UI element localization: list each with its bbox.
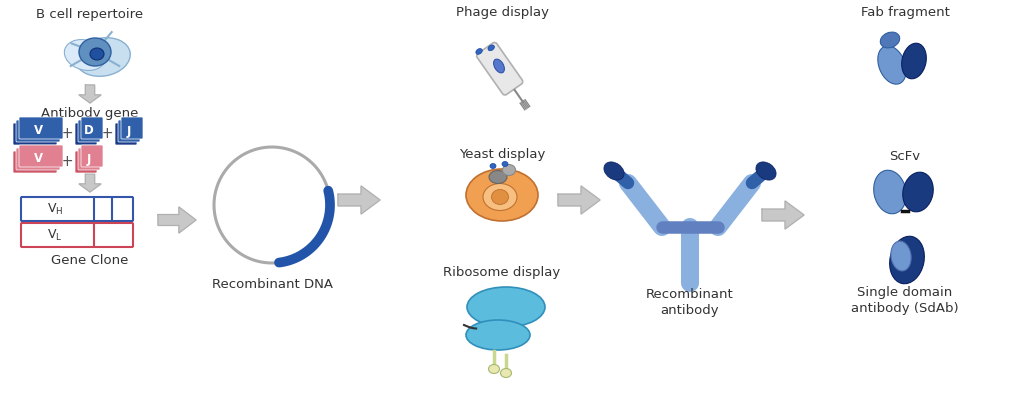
Ellipse shape [490,164,496,168]
Text: V: V [34,124,43,138]
Text: Fab fragment: Fab fragment [860,6,949,19]
Text: $\mathregular{V_L}$: $\mathregular{V_L}$ [47,228,62,243]
Polygon shape [158,207,196,233]
Text: V: V [34,153,43,166]
Text: +: + [60,154,74,170]
Ellipse shape [466,320,530,350]
Polygon shape [79,85,101,103]
Ellipse shape [488,364,500,373]
Text: Ribosome display: Ribosome display [443,266,560,279]
Ellipse shape [494,59,505,73]
FancyBboxPatch shape [81,145,103,167]
FancyBboxPatch shape [118,120,140,142]
Text: +: + [60,126,74,141]
Polygon shape [79,174,101,192]
Ellipse shape [492,190,509,205]
Text: J: J [87,153,91,166]
Ellipse shape [890,236,925,284]
Text: $\mathregular{V_H}$: $\mathregular{V_H}$ [47,201,63,217]
FancyBboxPatch shape [75,151,97,173]
Ellipse shape [903,172,933,212]
FancyBboxPatch shape [13,151,57,173]
FancyBboxPatch shape [81,117,103,139]
Text: B cell repertoire: B cell repertoire [37,8,143,21]
Ellipse shape [476,49,482,54]
Ellipse shape [488,45,495,51]
Polygon shape [558,186,600,214]
Ellipse shape [503,164,515,175]
FancyBboxPatch shape [22,197,133,221]
FancyBboxPatch shape [121,117,143,139]
Ellipse shape [90,48,104,60]
FancyBboxPatch shape [19,117,63,139]
FancyBboxPatch shape [78,120,100,142]
FancyBboxPatch shape [78,148,100,170]
Text: D: D [84,124,94,138]
Text: +: + [100,126,114,141]
Ellipse shape [873,170,906,214]
Ellipse shape [881,32,900,48]
FancyBboxPatch shape [115,123,137,145]
Text: J: J [127,124,131,138]
Ellipse shape [79,38,111,66]
Text: Single domain
antibody (SdAb): Single domain antibody (SdAb) [851,286,958,315]
Text: Yeast display: Yeast display [459,148,545,161]
Text: Phage display: Phage display [456,6,549,19]
FancyBboxPatch shape [13,123,57,145]
Text: ScFv: ScFv [890,150,921,163]
Ellipse shape [489,171,507,183]
Ellipse shape [604,162,624,180]
Ellipse shape [76,38,130,76]
FancyBboxPatch shape [19,145,63,167]
Ellipse shape [902,43,927,79]
Ellipse shape [501,369,512,377]
FancyBboxPatch shape [75,123,97,145]
Ellipse shape [878,46,906,84]
Polygon shape [762,201,804,229]
Ellipse shape [891,241,911,271]
Text: Recombinant DNA: Recombinant DNA [212,278,333,291]
FancyBboxPatch shape [22,223,133,247]
Ellipse shape [467,287,545,327]
Polygon shape [338,186,380,214]
FancyBboxPatch shape [16,148,60,170]
Text: Antibody gene: Antibody gene [41,107,138,120]
Ellipse shape [483,183,517,211]
Ellipse shape [502,162,508,166]
Ellipse shape [756,162,776,180]
FancyBboxPatch shape [476,43,523,95]
Ellipse shape [65,40,105,70]
Ellipse shape [466,169,538,221]
Text: Gene Clone: Gene Clone [51,254,129,267]
Text: Recombinant
antibody: Recombinant antibody [646,288,734,317]
FancyBboxPatch shape [16,120,60,142]
